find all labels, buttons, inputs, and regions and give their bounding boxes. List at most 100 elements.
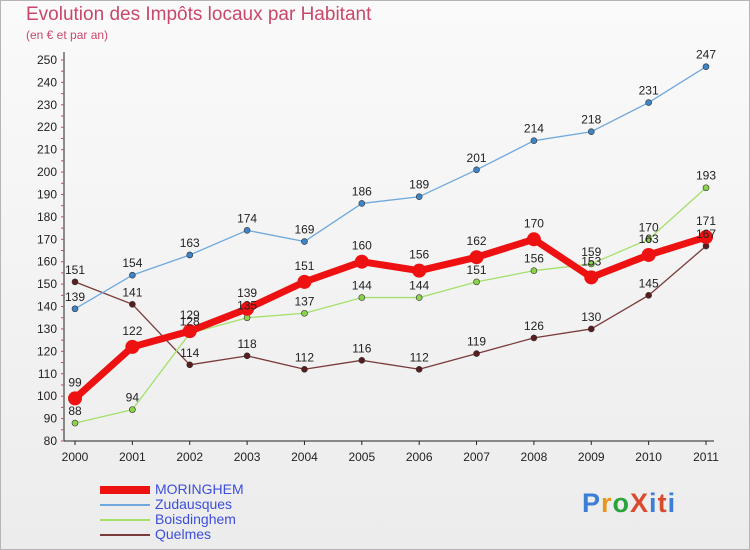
data-point — [473, 166, 480, 174]
data-point — [415, 294, 423, 301]
data-point — [645, 235, 652, 243]
y-tick-label: 190 — [37, 187, 57, 201]
data-point — [301, 309, 308, 317]
data-label: 156 — [524, 252, 544, 266]
data-point — [182, 324, 197, 339]
y-tick-label: 170 — [37, 232, 57, 246]
data-label: 170 — [639, 220, 659, 234]
series-lines — [72, 66, 708, 424]
data-point — [702, 63, 710, 71]
data-point — [71, 419, 79, 427]
data-label: 163 — [180, 236, 200, 250]
data-label: 218 — [581, 113, 601, 127]
legend-label: Quelmes — [155, 526, 212, 542]
data-point — [587, 260, 595, 268]
proxiti-logo: ProXiti — [582, 488, 676, 519]
logo-letter: r — [601, 488, 613, 518]
data-point — [71, 278, 79, 286]
data-label: 151 — [467, 263, 487, 277]
data-point — [473, 350, 480, 357]
data-label: 114 — [180, 346, 199, 360]
data-label: 130 — [581, 310, 601, 324]
data-label: 145 — [639, 276, 659, 290]
data-point — [297, 274, 312, 289]
data-label: 167 — [696, 227, 716, 241]
data-label: 169 — [294, 223, 314, 237]
data-label: 159 — [581, 245, 601, 259]
data-label: 116 — [352, 341, 371, 355]
data-point — [587, 325, 595, 333]
x-tick-label: 2005 — [348, 450, 375, 464]
y-tick-label: 180 — [37, 210, 57, 224]
data-label: 137 — [294, 294, 314, 308]
data-point — [186, 361, 194, 369]
data-label: 154 — [122, 256, 142, 270]
data-point — [415, 193, 423, 201]
data-labels: 99 122 129 139 151 160 156 162 170 153 163 171 139 15… — [65, 48, 716, 418]
data-label: 94 — [126, 391, 140, 405]
data-label: 144 — [352, 279, 372, 293]
data-label: 153 — [581, 254, 601, 268]
y-tick-label: 110 — [38, 367, 57, 381]
data-point — [530, 137, 538, 144]
data-point — [354, 254, 369, 269]
data-label: 156 — [409, 248, 429, 262]
data-label: 162 — [467, 234, 487, 248]
data-point — [243, 227, 251, 234]
data-label: 163 — [639, 232, 659, 246]
data-label: 88 — [68, 404, 82, 418]
data-point — [645, 292, 652, 299]
data-label: 112 — [295, 350, 314, 364]
data-point — [301, 365, 308, 373]
series-line-zudausques — [74, 66, 707, 310]
data-point — [415, 365, 423, 373]
logo-letter: i — [649, 488, 658, 518]
data-point — [129, 406, 136, 413]
x-tick-label: 2008 — [521, 450, 548, 464]
y-tick-label: 120 — [37, 344, 57, 358]
data-point — [240, 301, 255, 316]
y-tick-label: 230 — [37, 98, 57, 112]
data-label: 119 — [467, 335, 486, 349]
data-point — [243, 352, 251, 360]
data-label: 247 — [696, 48, 716, 62]
x-tick-label: 2002 — [176, 450, 203, 464]
data-label: 171 — [696, 214, 716, 228]
data-label: 170 — [524, 216, 544, 230]
logo-letter: X — [630, 488, 650, 518]
data-point — [469, 250, 484, 265]
x-tick-label: 2000 — [62, 450, 89, 464]
data-point — [358, 294, 366, 301]
data-label: 99 — [68, 375, 82, 389]
data-point — [125, 339, 140, 354]
data-label: 139 — [237, 286, 257, 300]
data-label: 193 — [696, 169, 716, 183]
logo-letter: o — [612, 488, 631, 518]
data-point — [129, 300, 136, 308]
data-point — [71, 305, 79, 313]
data-label: 141 — [122, 285, 142, 299]
x-tick-label: 2004 — [291, 450, 318, 464]
data-point — [473, 278, 480, 286]
series-points — [68, 63, 713, 427]
y-tick-label: 250 — [37, 53, 57, 67]
x-tick-label: 2011 — [693, 450, 719, 464]
data-point — [584, 270, 599, 285]
y-tick-label: 210 — [37, 143, 57, 157]
data-label: 151 — [294, 259, 314, 273]
data-label: 129 — [180, 308, 200, 322]
y-tick-label: 220 — [37, 120, 57, 134]
data-label: 201 — [467, 151, 487, 165]
legend-swatch — [100, 504, 150, 506]
y-tick-label: 150 — [37, 277, 57, 291]
legend-swatch — [100, 519, 150, 521]
y-tick-label: 100 — [37, 389, 57, 403]
data-point — [530, 334, 538, 342]
data-label: 174 — [237, 211, 257, 225]
data-point — [645, 99, 652, 106]
data-point — [358, 200, 366, 207]
logo-letter: i — [667, 488, 677, 518]
logo-letter: P — [582, 488, 602, 518]
